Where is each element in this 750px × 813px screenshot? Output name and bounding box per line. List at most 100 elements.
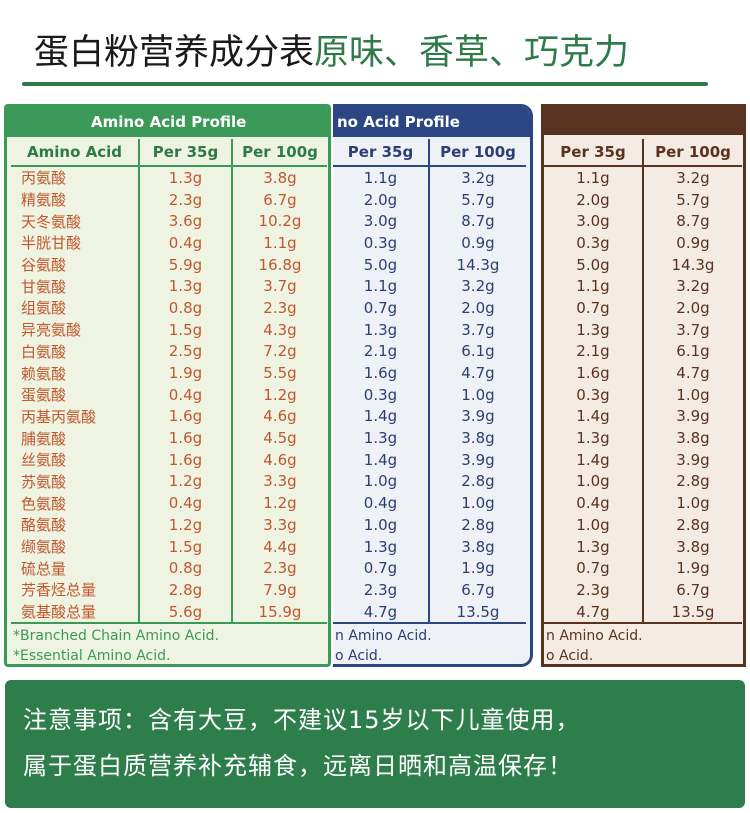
value-per-35g: 1.6g <box>576 364 610 383</box>
col-header-per-100g: Per 100g <box>231 139 327 167</box>
value-per-35g: 1.3g <box>363 320 398 339</box>
table-row: 0.7g 2.0g <box>544 297 742 319</box>
value-per-100g: 14.3g <box>642 253 742 276</box>
value-per-100g: 13.5g <box>642 600 742 625</box>
panel-chocolate: Per 35g Per 100g 1.1g 3.2g 2.0g 5.7g 3.0g 8.7… <box>541 104 746 667</box>
value-per-100g: 7.9g <box>231 579 327 601</box>
table-row: 甘氨酸 1.3g 3.7g <box>11 275 327 298</box>
table-row: 1.3g 3.8g <box>544 427 742 449</box>
table-row: 1.0g 2.8g <box>544 470 742 493</box>
value-per-35g: 1.1g <box>576 277 610 296</box>
table-row: 1.4g 3.9g <box>544 448 742 471</box>
title-underline <box>22 82 708 86</box>
panel-chocolate-bar <box>544 107 743 135</box>
value-per-35g: 2.3g <box>576 580 610 599</box>
table-row: 1.4g 3.9g <box>333 448 526 471</box>
table-row: 0.4g 1.0g <box>333 492 526 514</box>
value-per-35g: 3.0g <box>363 212 398 231</box>
table-row: 3.0g 8.7g <box>333 210 526 233</box>
title-main: 蛋白粉营养成分表 <box>34 33 315 73</box>
value-per-35g: 2.1g <box>363 342 398 361</box>
table-row: 蛋氨酸 0.4g 1.2g <box>11 383 327 406</box>
value-per-100g: 1.0g <box>428 492 526 514</box>
table-row: 0.3g 0.9g <box>333 232 526 254</box>
value-per-100g: 3.8g <box>231 166 327 189</box>
value-per-35g: 1.4g <box>576 407 610 426</box>
value-per-35g: 1.5g <box>138 535 232 558</box>
value-per-100g: 3.8g <box>642 535 742 558</box>
col-header-per-35g: Per 35g <box>544 139 643 167</box>
amino-acid-name: 谷氨酸 <box>21 256 67 275</box>
value-per-35g: 1.9g <box>138 362 232 384</box>
value-per-100g: 1.2g <box>231 383 327 406</box>
value-per-35g: 1.3g <box>138 275 232 298</box>
table-row: 色氨酸 0.4g 1.2g <box>11 492 327 514</box>
value-per-100g: 15.9g <box>231 600 327 625</box>
amino-acid-name: 蛋氨酸 <box>21 386 67 405</box>
table-row: 1.3g 3.8g <box>544 535 742 558</box>
value-per-100g: 2.8g <box>642 514 742 536</box>
amino-acid-name: 半胱甘酸 <box>21 234 82 253</box>
value-per-100g: 1.9g <box>428 557 526 580</box>
table-row: 异亮氨酸 1.5g 4.3g <box>11 318 327 341</box>
value-per-35g: 1.1g <box>363 168 398 187</box>
amino-table-vanilla: Per 35g Per 100g 1.1g 3.2g 2.0g 5.7g 3.0g 8.7… <box>333 139 526 625</box>
panel-original: Amino Acid Profile Amino Acid Per 35g Pe… <box>4 104 331 667</box>
table-row: 2.1g 6.1g <box>333 340 526 363</box>
value-per-35g: 0.4g <box>138 232 232 254</box>
amino-acid-name: 丙基丙氨酸 <box>21 407 97 426</box>
value-per-35g: 1.0g <box>576 472 610 491</box>
footnote-eaa: o Acid. <box>335 648 383 664</box>
footnote-bcaa: *Branched Chain Amino Acid. <box>13 628 220 644</box>
value-per-100g: 0.9g <box>428 232 526 254</box>
value-per-35g: 0.7g <box>363 559 398 578</box>
value-per-100g: 2.3g <box>231 557 327 580</box>
table-row: 1.6g 4.7g <box>333 362 526 384</box>
value-per-100g: 7.2g <box>231 340 327 363</box>
value-per-35g: 2.0g <box>363 190 398 209</box>
value-per-35g: 0.8g <box>138 297 232 319</box>
footnotes-original: *Branched Chain Amino Acid. *Essential A… <box>7 626 328 664</box>
table-row: 2.3g 6.7g <box>544 579 742 601</box>
value-per-100g: 6.7g <box>428 579 526 601</box>
table-row: 0.3g 1.0g <box>333 383 526 406</box>
value-per-100g: 0.9g <box>642 232 742 254</box>
value-per-35g: 2.0g <box>576 190 610 209</box>
footnotes-vanilla: n Amino Acid. o Acid. <box>333 626 530 664</box>
value-per-35g: 1.4g <box>363 450 398 469</box>
value-per-100g: 3.3g <box>231 470 327 493</box>
table-row: 赖氨酸 1.9g 5.5g <box>11 362 327 384</box>
footnotes-chocolate: n Amino Acid. o Acid. <box>544 626 743 664</box>
table-row: 0.3g 0.9g <box>544 232 742 254</box>
table-header-row: Per 35g Per 100g <box>333 139 526 167</box>
value-per-100g: 10.2g <box>231 210 327 233</box>
footnote-bcaa: n Amino Acid. <box>335 628 432 644</box>
value-per-35g: 0.4g <box>576 494 610 513</box>
table-row: 组氨酸 0.8g 2.3g <box>11 297 327 319</box>
value-per-100g: 3.9g <box>428 405 526 428</box>
value-per-100g: 8.7g <box>642 210 742 233</box>
amino-acid-name: 硫总量 <box>21 559 67 578</box>
value-per-100g: 1.2g <box>231 492 327 514</box>
value-per-35g: 4.7g <box>333 600 429 625</box>
amino-acid-name: 天冬氨酸 <box>21 212 82 231</box>
value-per-35g: 1.3g <box>576 320 610 339</box>
value-per-35g: 1.1g <box>576 168 610 187</box>
value-per-100g: 5.7g <box>642 188 742 211</box>
value-per-35g: 1.0g <box>363 515 398 534</box>
value-per-100g: 3.9g <box>428 448 526 471</box>
value-per-100g: 6.1g <box>428 340 526 363</box>
value-per-100g: 2.0g <box>428 297 526 319</box>
amino-acid-name: 丙氨酸 <box>21 169 67 188</box>
table-row: 1.3g 3.7g <box>333 318 526 341</box>
value-per-100g: 1.9g <box>642 557 742 580</box>
amino-table-chocolate: Per 35g Per 100g 1.1g 3.2g 2.0g 5.7g 3.0g 8.7… <box>544 139 742 625</box>
footnote-bcaa: n Amino Acid. <box>546 628 643 644</box>
value-per-100g: 3.8g <box>428 427 526 449</box>
value-per-100g: 5.7g <box>428 188 526 211</box>
panel-vanilla: no Acid Profile Per 35g Per 100g 1.1g 3.2… <box>333 104 533 667</box>
value-per-100g: 3.9g <box>642 448 742 471</box>
table-row: 3.0g 8.7g <box>544 210 742 233</box>
value-per-35g: 1.5g <box>138 318 232 341</box>
value-per-100g: 16.8g <box>231 253 327 276</box>
